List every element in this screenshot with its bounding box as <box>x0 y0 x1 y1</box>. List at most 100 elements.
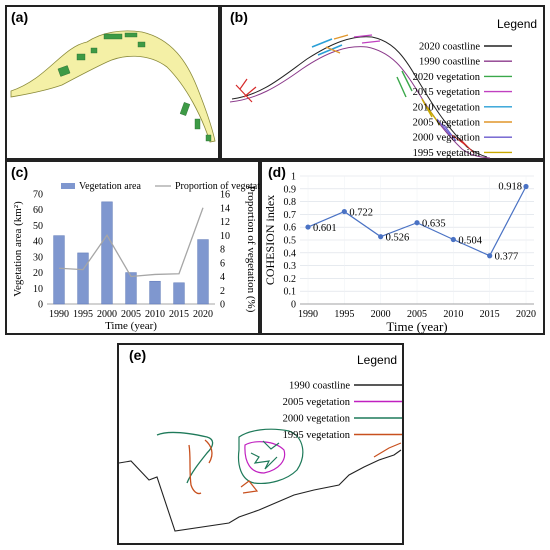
y2-tick-label: 6 <box>220 258 225 269</box>
y2-tick-label: 4 <box>220 272 225 283</box>
bar <box>53 235 65 305</box>
y-tick-label: 0.1 <box>284 287 297 298</box>
vegetation-edge-right <box>373 442 402 458</box>
coastline-1990-detail <box>118 449 402 532</box>
panel-a-label: (a) <box>11 9 29 25</box>
legend-line-label: Proportion of vegetation <box>175 181 273 192</box>
y-tick-label: 0.8 <box>284 197 297 208</box>
legend-bar-swatch <box>61 183 75 189</box>
bar <box>197 239 209 305</box>
panel-b-legend: 2020 coastline 1990 coastline 2020 vegetat… <box>413 42 512 174</box>
y-tick-label: 0 <box>38 300 43 311</box>
y2-tick-label: 14 <box>220 203 230 214</box>
x-tick-label: 2005 <box>407 309 427 320</box>
data-point <box>523 183 529 190</box>
x-axis-title: Time (year) <box>386 319 447 334</box>
x-tick-label: 2000 <box>371 309 391 320</box>
panel-a-vegetation-patches <box>57 32 212 142</box>
coastline-1990 <box>229 46 491 159</box>
data-point <box>414 220 420 226</box>
panel-a-map: (a) <box>5 5 220 160</box>
panel-b-coastline-overlay <box>229 34 491 159</box>
y-tick-label: 60 <box>33 205 43 216</box>
y2-axis-title: Proportion of vegetation (%) <box>245 186 257 313</box>
legend-e-label: 1990 coastline <box>289 381 350 392</box>
y-axis-title: Vegetation area (km²) <box>12 201 24 297</box>
panel-b-label: (b) <box>230 9 248 25</box>
panel-e-map: (e) Legend 1990 coastline 2005 vegetation… <box>117 343 404 545</box>
y-tick-label: 20 <box>33 268 43 279</box>
panel-d-label: (d) <box>268 164 286 180</box>
y-tick-label: 0.6 <box>284 223 297 234</box>
x-tick-label: 1995 <box>334 309 354 320</box>
data-label: 0.601 <box>313 223 337 234</box>
vegetation-cluster-right <box>237 428 304 494</box>
y-tick-label: 0.7 <box>284 210 297 221</box>
y2-tick-label: 8 <box>220 245 225 256</box>
y2-tick-label: 2 <box>220 286 225 297</box>
y-tick-label: 10 <box>33 284 43 295</box>
x-tick-label: 2020 <box>516 309 536 320</box>
data-label: 0.635 <box>422 219 446 230</box>
y2-tick-label: 10 <box>220 231 230 242</box>
legend-b-label: 1990 coastline <box>419 57 480 68</box>
legend-b-label: 1995 vegetation <box>413 148 481 159</box>
y-tick-label: 0.4 <box>284 248 297 259</box>
x-tick-label: 2000 <box>97 309 117 320</box>
x-tick-label: 2010 <box>443 309 463 320</box>
legend-b-label: 2005 vegetation <box>413 118 481 129</box>
panel-d-label-text: (d) <box>268 164 286 180</box>
cohesion-index-chart: 0 0.1 0.2 0.3 0.40.5 0.6 0.7 0.8 0.91 0.601 0.722 0… <box>263 172 536 335</box>
panel-c-chart: (c) 0 10 20 30 40 50 60 70 0 2 4 6 8 10 12 14 16 1990 1995… <box>5 160 273 335</box>
x-tick-label: 2020 <box>193 309 213 320</box>
legend-bar-label: Vegetation area <box>79 181 141 192</box>
y-tick-label: 0.2 <box>284 274 297 285</box>
panel-c-label-text: (c) <box>11 164 29 180</box>
y-tick-label: 0.5 <box>284 236 297 247</box>
legend-b-label: 2010 vegetation <box>413 102 481 113</box>
bar <box>77 252 89 305</box>
x-tick-label: 2005 <box>121 309 141 320</box>
panel-b-map: (b) Legend 2020 coastline 1990 coastline 2… <box>220 5 545 174</box>
bar <box>173 282 185 305</box>
legend-b-label: 2020 coastline <box>419 42 480 53</box>
legend-e-label: 1995 vegetation <box>283 430 351 441</box>
legend-b-label: 2015 vegetation <box>413 87 481 98</box>
y-axis-title: COHESION index <box>263 195 277 285</box>
proportion-line <box>58 207 204 278</box>
y-tick-label: 40 <box>33 237 43 248</box>
panel-a-sandbar <box>10 30 216 143</box>
panel-e-label: (e) <box>129 347 147 363</box>
panel-c-label: (c) <box>11 164 28 180</box>
panel-e-legend-title: Legend <box>357 353 398 367</box>
x-tick-label: 1990 <box>49 309 69 320</box>
legend-b-label: 2020 vegetation <box>413 72 481 83</box>
panel-e-legend: 1990 coastline 2005 vegetation 2000 vegeta… <box>283 381 402 441</box>
data-label: 0.722 <box>349 208 373 219</box>
bar <box>125 272 137 305</box>
panel-a-coast-map <box>10 30 216 143</box>
data-point <box>487 253 493 259</box>
data-label: 0.526 <box>386 233 410 244</box>
bar <box>149 280 161 305</box>
y-tick-label: 70 <box>33 190 43 201</box>
y2-tick-label: 16 <box>220 190 230 201</box>
data-point <box>305 224 311 230</box>
data-point <box>378 234 384 240</box>
legend-b-label: 2000 vegetation <box>413 133 481 144</box>
data-label: 0.377 <box>495 252 519 263</box>
x-tick-label: 2015 <box>169 309 189 320</box>
y-tick-label: 50 <box>33 221 43 232</box>
panel-e-detail-map <box>118 428 402 532</box>
vegetation-cluster-left <box>156 431 214 495</box>
panel-b-legend-title: Legend <box>497 17 538 31</box>
y-tick-label: 30 <box>33 252 43 263</box>
x-tick-label: 1990 <box>298 309 318 320</box>
y-tick-label: 0.9 <box>284 184 297 195</box>
y-tick-label: 1 <box>291 172 296 183</box>
panel-d-chart: (d) 0 0.1 0.2 0.3 0.4 0.5 0.6 0.7 0.8 0.9 1 0.601 0.… <box>260 160 545 335</box>
y-tick-label: 0 <box>291 300 296 311</box>
legend-e-label: 2000 vegetation <box>283 414 351 425</box>
x-tick-label: 2015 <box>480 309 500 320</box>
vegetation-area-chart: 0 10 20 30 40 50 60 70 0 2 4 6 8 10 12 14 16 1990 1995 2000… <box>12 181 273 332</box>
